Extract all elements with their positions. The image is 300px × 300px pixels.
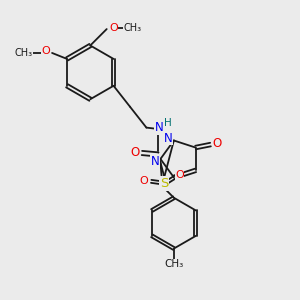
Text: N: N xyxy=(164,132,173,145)
Text: O: O xyxy=(130,146,140,159)
Text: O: O xyxy=(175,170,184,180)
Text: O: O xyxy=(109,22,118,33)
Text: N: N xyxy=(155,121,164,134)
Text: O: O xyxy=(213,137,222,151)
Text: CH₃: CH₃ xyxy=(123,23,141,34)
Text: S: S xyxy=(160,177,169,190)
Text: O: O xyxy=(41,46,50,56)
Text: H: H xyxy=(164,118,172,128)
Text: N: N xyxy=(151,155,160,168)
Text: O: O xyxy=(140,176,148,186)
Text: CH₃: CH₃ xyxy=(14,48,32,58)
Text: CH₃: CH₃ xyxy=(164,260,184,269)
